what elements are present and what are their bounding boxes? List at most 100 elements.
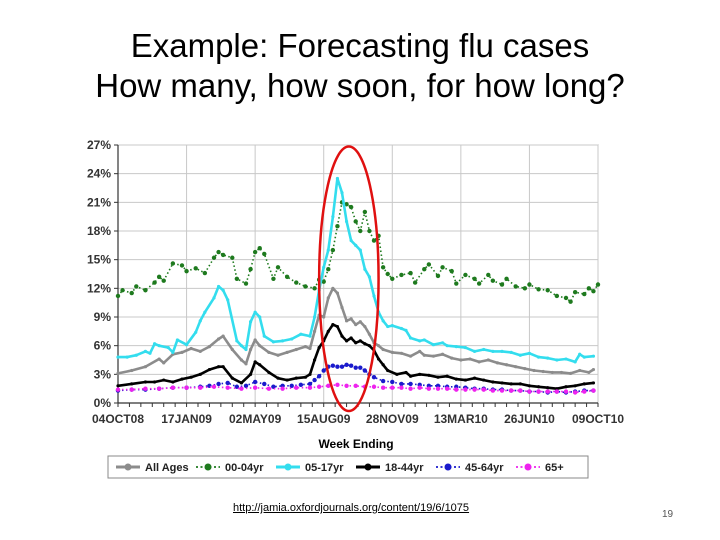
data-point-18-44yr bbox=[253, 360, 257, 364]
data-point-18-44yr bbox=[340, 334, 344, 338]
data-point-45-64yr bbox=[348, 363, 354, 368]
data-point-65- bbox=[408, 386, 413, 391]
data-point-45-64yr bbox=[289, 383, 294, 388]
highlight-ellipse bbox=[317, 145, 380, 413]
data-point-00-04yr bbox=[545, 288, 550, 293]
data-point-all-ages bbox=[198, 349, 202, 353]
data-point-00-04yr bbox=[595, 282, 601, 287]
series-layer bbox=[115, 176, 601, 395]
y-tick-label: 15% bbox=[87, 253, 111, 267]
data-point-18-44yr bbox=[349, 336, 353, 340]
data-point-00-04yr bbox=[399, 272, 404, 278]
data-point-all-ages bbox=[440, 352, 445, 356]
data-point-00-04yr bbox=[216, 249, 221, 255]
data-point-00-04yr bbox=[504, 276, 509, 281]
legend-label: 00-04yr bbox=[225, 462, 264, 474]
data-point-00-04yr bbox=[271, 276, 276, 281]
x-tick-label: 04OCT08 bbox=[92, 412, 144, 426]
data-point-05-17yr bbox=[386, 324, 390, 329]
y-tick-label: 12% bbox=[87, 281, 111, 295]
data-point-18-44yr bbox=[546, 386, 550, 390]
data-point-00-04yr bbox=[184, 268, 189, 274]
slide-title: Example: Forecasting flu cases How many,… bbox=[0, 26, 720, 106]
legend-label: 65+ bbox=[545, 462, 564, 474]
data-point-00-04yr bbox=[499, 282, 505, 287]
data-point-45-64yr bbox=[298, 382, 304, 388]
data-point-65- bbox=[499, 388, 505, 393]
data-point-00-04yr bbox=[284, 274, 290, 280]
data-point-18-44yr bbox=[445, 374, 449, 378]
data-point-00-04yr bbox=[294, 280, 299, 285]
data-point-05-17yr bbox=[308, 334, 312, 338]
data-point-05-17yr bbox=[399, 326, 404, 331]
data-point-05-17yr bbox=[290, 337, 294, 341]
source-link[interactable]: http://jamia.oxfordjournals.org/content/… bbox=[233, 502, 470, 514]
data-point-00-04yr bbox=[115, 293, 121, 299]
data-point-65- bbox=[211, 384, 217, 389]
data-point-65- bbox=[582, 389, 587, 394]
data-point-45-64yr bbox=[225, 380, 230, 386]
data-point-18-44yr bbox=[312, 358, 317, 362]
data-point-18-44yr bbox=[527, 384, 532, 388]
data-point-all-ages bbox=[216, 337, 221, 341]
data-point-65- bbox=[294, 385, 299, 390]
data-point-00-04yr bbox=[422, 267, 427, 272]
data-point-18-44yr bbox=[152, 380, 157, 384]
data-point-05-17yr bbox=[367, 275, 372, 279]
data-point-65- bbox=[156, 386, 162, 391]
data-point-00-04yr bbox=[440, 265, 445, 270]
data-point-all-ages bbox=[180, 350, 184, 354]
data-point-00-04yr bbox=[591, 289, 596, 294]
data-point-65- bbox=[527, 389, 532, 394]
data-point-05-17yr bbox=[555, 358, 559, 362]
x-axis-label: Week Ending bbox=[318, 437, 393, 451]
data-point-00-04yr bbox=[134, 284, 139, 289]
data-point-05-17yr bbox=[271, 340, 276, 344]
data-point-05-17yr bbox=[253, 310, 257, 314]
data-point-05-17yr bbox=[326, 248, 330, 252]
legend-swatch-marker bbox=[444, 463, 452, 471]
data-point-all-ages bbox=[408, 354, 413, 358]
data-point-05-17yr bbox=[422, 338, 426, 342]
data-point-45-64yr bbox=[243, 383, 249, 388]
data-point-all-ages bbox=[523, 367, 527, 371]
data-point-05-17yr bbox=[335, 176, 340, 181]
data-point-65- bbox=[417, 385, 422, 390]
data-point-all-ages bbox=[459, 358, 463, 362]
data-point-05-17yr bbox=[500, 349, 504, 353]
data-point-45-64yr bbox=[262, 381, 267, 387]
data-point-all-ages bbox=[267, 350, 271, 354]
x-tick-label: 26JUN10 bbox=[504, 412, 555, 426]
data-point-all-ages bbox=[559, 370, 564, 375]
data-point-00-04yr bbox=[527, 282, 532, 287]
data-point-00-04yr bbox=[193, 266, 198, 271]
data-point-65- bbox=[316, 384, 322, 389]
data-point-18-44yr bbox=[326, 329, 330, 333]
data-point-65- bbox=[380, 385, 386, 390]
data-point-18-44yr bbox=[454, 377, 458, 381]
data-point-65- bbox=[572, 390, 578, 395]
legend-swatch-marker bbox=[524, 463, 532, 471]
data-point-45-64yr bbox=[252, 379, 258, 385]
data-point-18-44yr bbox=[591, 381, 596, 385]
data-point-65- bbox=[518, 388, 523, 393]
data-point-18-44yr bbox=[294, 376, 298, 380]
data-point-65- bbox=[435, 386, 441, 391]
data-point-18-44yr bbox=[376, 357, 381, 361]
data-point-18-44yr bbox=[180, 377, 184, 381]
data-point-00-04yr bbox=[243, 281, 249, 286]
data-point-65- bbox=[266, 386, 272, 391]
data-point-00-04yr bbox=[326, 267, 331, 272]
data-point-00-04yr bbox=[161, 278, 166, 283]
data-point-00-04yr bbox=[463, 272, 468, 278]
data-point-65- bbox=[353, 383, 358, 388]
data-point-00-04yr bbox=[371, 238, 377, 243]
data-point-05-17yr bbox=[184, 343, 189, 347]
data-point-45-64yr bbox=[390, 379, 395, 385]
data-point-65- bbox=[326, 383, 331, 388]
data-point-05-17yr bbox=[125, 355, 129, 359]
data-point-00-04yr bbox=[513, 284, 518, 289]
data-point-65- bbox=[390, 385, 395, 390]
data-point-05-17yr bbox=[463, 345, 468, 350]
data-point-05-17yr bbox=[203, 310, 207, 314]
